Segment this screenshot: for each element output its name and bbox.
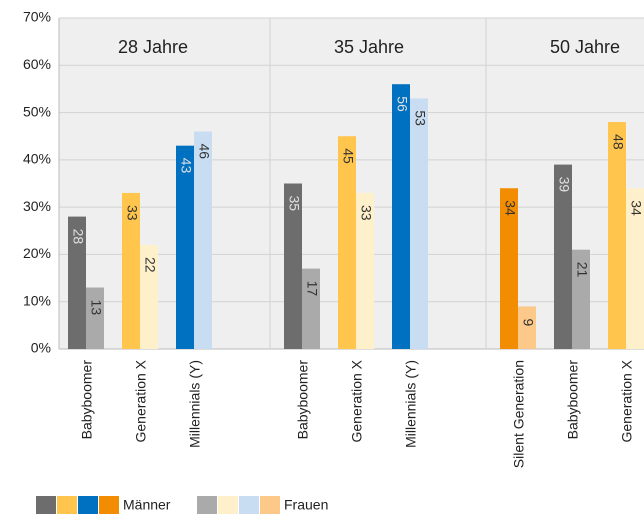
- bar: [518, 306, 536, 349]
- data-label: 33: [358, 205, 374, 221]
- bar: [122, 192, 140, 349]
- x-tick-label: Millennials (Y): [187, 360, 203, 448]
- bar: [140, 244, 158, 349]
- y-tick-label: 70%: [23, 9, 51, 25]
- legend-swatch: [260, 496, 280, 514]
- x-tick-label: Babyboomer: [79, 360, 95, 440]
- legend-swatch: [239, 496, 259, 514]
- legend-swatch: [57, 496, 77, 514]
- x-tick-label: Millennials (Y): [403, 360, 419, 448]
- x-tick-label: Babyboomer: [565, 360, 581, 440]
- data-label: 22: [142, 257, 158, 273]
- group-label: 35 Jahre: [334, 37, 404, 57]
- data-label: 53: [412, 110, 428, 126]
- y-tick-label: 10%: [23, 292, 51, 308]
- data-label: 34: [502, 200, 518, 216]
- data-label: 9: [520, 318, 536, 326]
- bar: [608, 122, 626, 350]
- data-label: 56: [394, 96, 410, 112]
- y-tick-label: 20%: [23, 245, 51, 261]
- x-tick-label: Silent Generation: [511, 360, 527, 468]
- bar: [626, 188, 644, 349]
- bar: [68, 216, 86, 349]
- legend-swatch: [197, 496, 217, 514]
- data-label: 34: [628, 200, 644, 216]
- y-tick-label: 40%: [23, 151, 51, 167]
- group-label: 50 Jahre: [550, 37, 620, 57]
- bar: [302, 268, 320, 349]
- bar: [194, 131, 212, 349]
- y-tick-label: 50%: [23, 103, 51, 119]
- data-label: 35: [286, 196, 302, 212]
- data-label: 17: [304, 281, 320, 297]
- bar: [338, 136, 356, 349]
- bar: [356, 192, 374, 349]
- group-label: 28 Jahre: [118, 37, 188, 57]
- x-tick-label: Generation X: [619, 359, 635, 442]
- data-label: 46: [196, 143, 212, 159]
- data-label: 39: [556, 177, 572, 193]
- y-tick-label: 60%: [23, 56, 51, 72]
- legend-label: Frauen: [284, 497, 328, 513]
- data-label: 45: [340, 148, 356, 164]
- bar: [176, 145, 194, 349]
- legend-swatch: [99, 496, 119, 514]
- legend-swatch: [78, 496, 98, 514]
- bar: [500, 188, 518, 349]
- data-label: 33: [124, 205, 140, 221]
- bar: [284, 183, 302, 349]
- x-tick-label: Babyboomer: [295, 360, 311, 440]
- bar: [410, 98, 428, 349]
- data-label: 13: [88, 300, 104, 316]
- data-label: 43: [178, 158, 194, 174]
- legend-label: Männer: [123, 497, 171, 513]
- bar: [392, 84, 410, 349]
- legend-swatch: [36, 496, 56, 514]
- bar: [554, 164, 572, 349]
- y-tick-label: 0%: [31, 340, 51, 356]
- bar: [86, 287, 104, 349]
- x-tick-label: Generation X: [133, 359, 149, 442]
- data-label: 48: [610, 134, 626, 150]
- data-label: 21: [574, 262, 590, 278]
- y-tick-label: 30%: [23, 198, 51, 214]
- bar: [572, 249, 590, 349]
- legend-swatch: [218, 496, 238, 514]
- data-label: 28: [70, 229, 86, 245]
- x-tick-label: Generation X: [349, 359, 365, 442]
